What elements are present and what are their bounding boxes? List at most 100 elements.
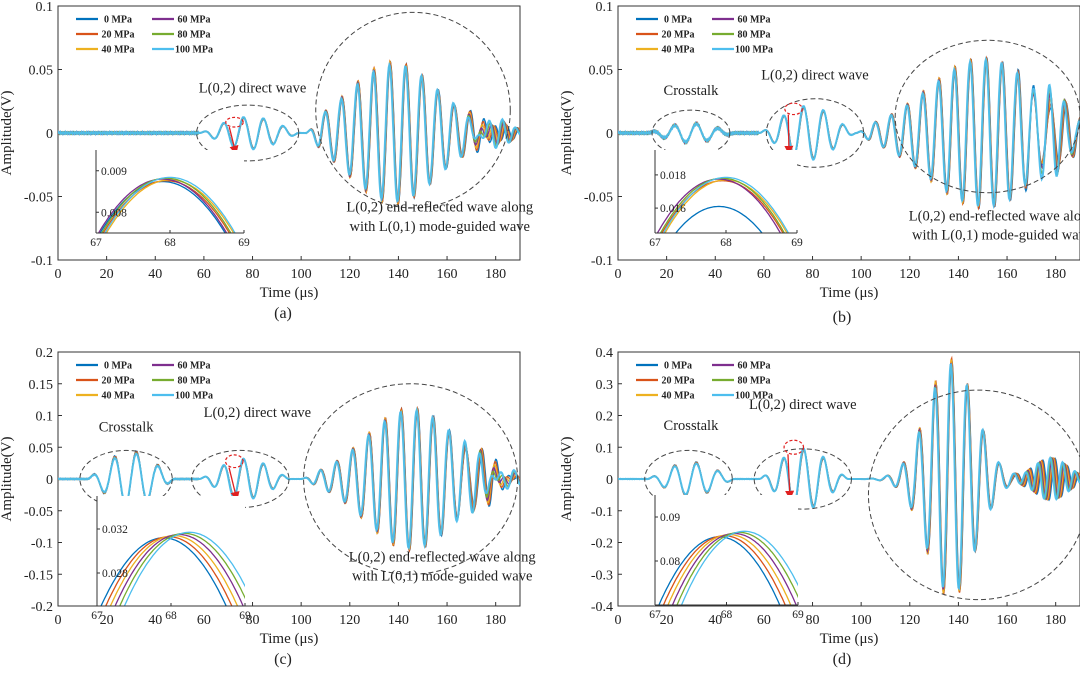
zoom-inset: 67 68 69 0.032 0.028: [91, 496, 251, 622]
region-ellipse: [867, 389, 1080, 601]
region-ellipse: [191, 449, 290, 509]
annotation-text: L(0,2) direct wave: [199, 80, 307, 96]
legend-label: 20 MPa: [661, 376, 694, 387]
x-tick-label: 160: [997, 267, 1018, 282]
inset-series-line: [104, 176, 236, 233]
panel-caption: (c): [274, 651, 292, 668]
y-tick-label: 0.05: [29, 441, 54, 456]
panel-caption: (b): [833, 309, 852, 326]
legend: 0 MPa 20 MPa 40 MPa 60 MPa 80 MPa 100 MPa: [636, 15, 773, 56]
y-tick-label: 0.05: [589, 64, 614, 79]
annotation-text: L(0,2) end-reflected wave along: [909, 209, 1080, 225]
legend: 0 MPa 20 MPa 40 MPa 60 MPa 80 MPa 100 MPa: [76, 15, 213, 56]
panel-caption: (d): [833, 651, 852, 668]
zoom-ellipse: [224, 454, 244, 469]
x-tick-label: 60: [197, 267, 211, 282]
y-tick-label: -0.1: [591, 505, 613, 520]
y-axis-label: Amplitude(V): [559, 91, 575, 176]
x-tick-label: 180: [1045, 267, 1066, 282]
x-tick-label: 20: [660, 267, 674, 282]
x-tick-label: 160: [437, 267, 458, 282]
x-tick-label: 60: [197, 613, 211, 628]
series-line-100-mpa: [618, 363, 1080, 591]
zoom-inset: 67 68 69 0.09 0.08: [649, 495, 804, 621]
legend-label: 40 MPa: [101, 391, 134, 402]
inset-x-tick-label: 68: [164, 237, 176, 249]
inset-series-line: [114, 533, 244, 606]
inset-series-line: [661, 180, 784, 233]
x-tick-label: 140: [948, 613, 969, 628]
y-tick-label: 0: [46, 127, 53, 142]
x-tick-label: 100: [851, 613, 872, 628]
series-line-100-mpa: [618, 56, 1080, 210]
annotation-text: with L(0,1) mode-guided wave: [352, 569, 532, 585]
inset-x-tick-label: 67: [91, 610, 103, 622]
legend-label: 60 MPa: [737, 15, 770, 26]
legend-label: 100 MPa: [175, 45, 213, 56]
legend-label: 100 MPa: [735, 45, 773, 56]
inset-series-line: [97, 178, 228, 233]
y-tick-label: 0.1: [36, 0, 54, 15]
annotation-text: L(0,2) end-reflected wave along: [349, 550, 536, 566]
annotation-text: Crosstalk: [664, 83, 720, 99]
legend-label: 60 MPa: [177, 361, 210, 372]
x-tick-label: 140: [388, 267, 409, 282]
y-tick-label: 0.1: [596, 441, 614, 456]
zoom-arrow: [784, 114, 794, 155]
x-axis-label: Time (μs): [820, 285, 879, 301]
legend-label: 0 MPa: [104, 361, 132, 372]
inset-x-tick-label: 67: [649, 609, 661, 621]
series-group: [618, 355, 1080, 596]
x-tick-label: 80: [806, 613, 820, 628]
chart-panel-b: 0 20 40 60 80 100 120 140 160 180 0.1 0.05 0 -0.05 -0.…: [559, 0, 1080, 326]
x-tick-label: 160: [997, 613, 1018, 628]
inset-y-tick-label: 0.008: [101, 207, 127, 219]
x-tick-label: 20: [660, 613, 674, 628]
y-axis-label: Amplitude(V): [0, 437, 15, 522]
x-tick-label: 180: [485, 613, 506, 628]
region-ellipse: [315, 11, 511, 209]
x-tick-label: 120: [339, 267, 360, 282]
legend-label: 80 MPa: [177, 30, 210, 41]
inset-series-line: [100, 177, 232, 233]
zoom-inset: 67 68 69 0.009 0.008: [90, 150, 250, 249]
legend-label: 0 MPa: [664, 361, 692, 372]
zoom-ellipse: [783, 439, 805, 455]
zoom-arrow: [228, 126, 239, 155]
inset-series-line: [671, 532, 797, 605]
legend: 0 MPa 20 MPa 40 MPa 60 MPa 80 MPa 100 MPa: [636, 361, 773, 402]
legend-label: 60 MPa: [737, 361, 770, 372]
y-tick-label: 0.2: [36, 346, 54, 361]
inset-background: [655, 495, 798, 605]
x-tick-label: 120: [899, 267, 920, 282]
x-tick-label: 120: [899, 613, 920, 628]
legend-label: 40 MPa: [661, 391, 694, 402]
annotation-text: L(0,2) direct wave: [749, 397, 857, 413]
y-tick-label: 0: [46, 473, 53, 488]
y-tick-label: 0.2: [596, 410, 614, 425]
inset-series-line: [102, 180, 231, 233]
inset-x-tick-label: 69: [792, 609, 804, 621]
inset-x-tick-label: 69: [791, 237, 803, 249]
y-tick-label: 0: [606, 127, 613, 142]
zoom-ellipse: [784, 102, 803, 116]
region-ellipse: [303, 383, 519, 575]
x-tick-label: 80: [246, 613, 260, 628]
x-tick-label: 60: [757, 267, 771, 282]
y-tick-label: 0.3: [596, 378, 614, 393]
legend-label: 60 MPa: [177, 15, 210, 26]
y-tick-label: -0.15: [24, 568, 53, 583]
x-tick-label: 140: [388, 613, 409, 628]
x-tick-label: 180: [485, 267, 506, 282]
inset-y-tick-label: 0.09: [660, 512, 680, 524]
inset-x-tick-label: 68: [720, 237, 732, 249]
region-ellipse: [765, 98, 865, 168]
inset-y-tick-label: 0.08: [660, 556, 680, 568]
x-tick-label: 100: [291, 613, 312, 628]
x-axis-label: Time (μs): [820, 631, 879, 647]
annotation-text: with L(0,1) mode-guided wave: [912, 228, 1080, 244]
zoom-arrow: [785, 454, 795, 500]
y-tick-label: -0.1: [31, 254, 53, 269]
x-tick-label: 120: [339, 613, 360, 628]
